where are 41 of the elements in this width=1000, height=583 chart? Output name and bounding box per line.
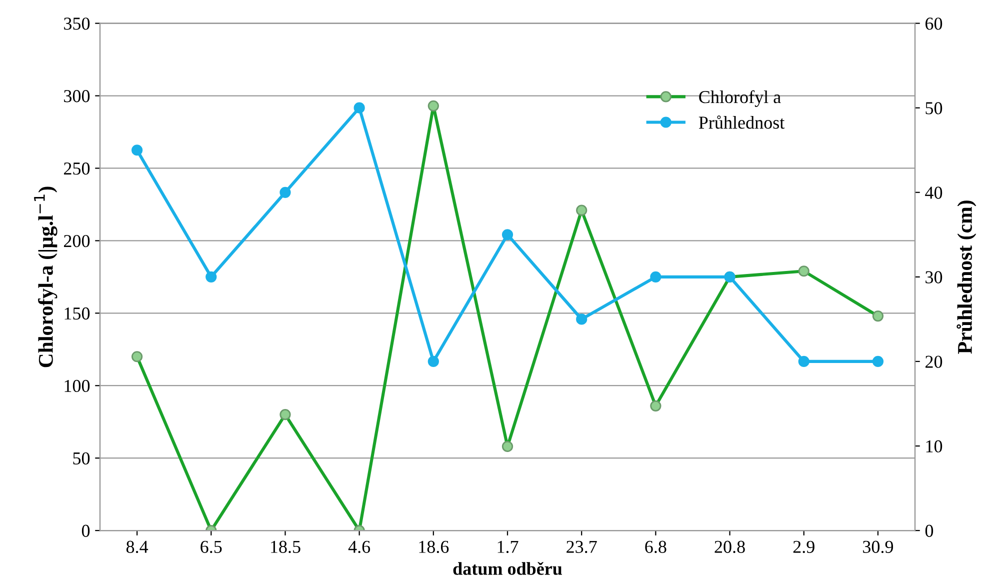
y-axis-title: Chlorofyl-a (|µg.l$^{−1}$) — [34, 186, 58, 368]
x-tick-label: 6.8 — [645, 540, 666, 554]
legend-label: Průhlednost — [698, 115, 785, 129]
point — [131, 144, 143, 156]
y-tick-label: 150 — [64, 307, 90, 320]
point — [650, 271, 662, 282]
x-tick-label: 23.7 — [566, 540, 597, 554]
y2-tick-label: 50 — [926, 102, 942, 114]
y2-tick-label: 40 — [925, 186, 942, 199]
y-tick-label: 50 — [73, 452, 90, 465]
y-tick-label: 300 — [64, 90, 90, 102]
point — [502, 229, 514, 240]
point — [798, 356, 810, 368]
y-tick-label: 100 — [64, 380, 90, 392]
point — [428, 356, 439, 368]
x-axis-title: datum odběru — [453, 562, 562, 575]
y-tick-label: 0 — [82, 524, 90, 537]
y2-tick-label: 0 — [925, 524, 934, 537]
x-tick-label: 4.6 — [348, 540, 370, 554]
point — [280, 186, 291, 198]
x-tick-label: 20.8 — [714, 540, 745, 554]
y2-tick-label: 30 — [926, 271, 942, 284]
y2-axis-title: Průhlednost (cm) — [956, 200, 976, 354]
x-tick-label: 30.9 — [863, 540, 894, 554]
point — [576, 314, 588, 325]
y2-tick-label: 20 — [926, 356, 942, 368]
point — [872, 356, 884, 368]
x-tick-label: 8.4 — [126, 540, 148, 554]
x-tick-label: 18.6 — [419, 540, 449, 554]
y-tick-label: 250 — [64, 162, 90, 175]
x-tick-label: 6.5 — [200, 540, 222, 554]
x-tick-label: 2.9 — [793, 540, 814, 554]
y-tick-label: 350 — [64, 18, 90, 30]
legend-label: Chlorofyl a — [699, 90, 781, 107]
point — [354, 102, 365, 114]
point — [206, 271, 217, 282]
x-tick-label: 1.7 — [498, 540, 518, 554]
y2-tick-label: 10 — [926, 440, 942, 452]
x-tick-label: 18.5 — [271, 540, 300, 554]
y2-tick-label: 60 — [926, 18, 942, 30]
y-tick-label: 200 — [64, 234, 90, 248]
